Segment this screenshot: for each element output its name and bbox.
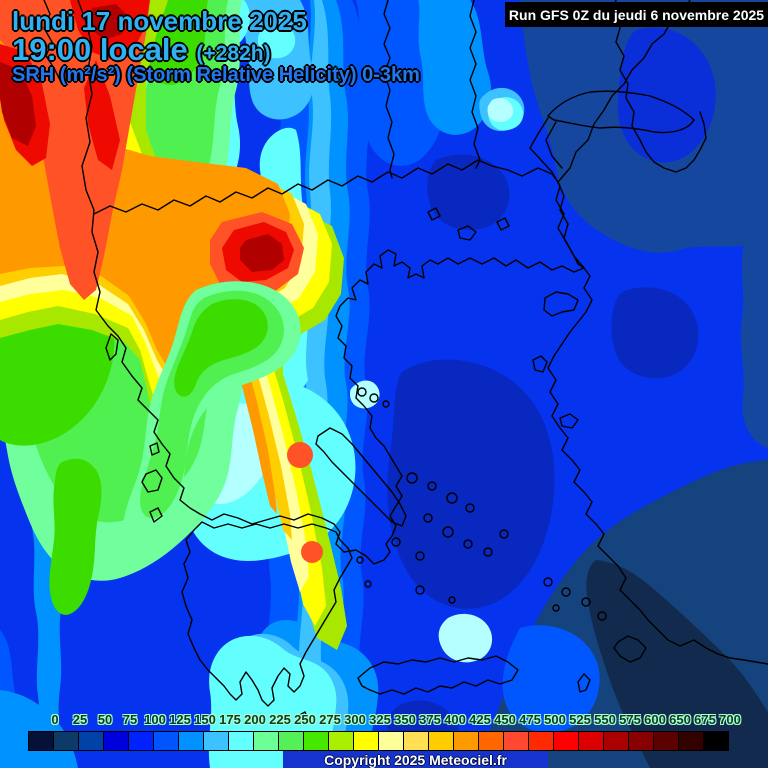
color-scale-labels: 0 25 50 75 100 125 150 175 200 225 250 275 300 325 350… bbox=[0, 712, 768, 728]
scale-color-cell bbox=[479, 732, 503, 750]
scale-color-cell bbox=[329, 732, 353, 750]
scale-tick-label: 250 bbox=[294, 712, 316, 727]
scale-color-cell bbox=[454, 732, 478, 750]
scale-tick-label: 175 bbox=[219, 712, 241, 727]
scale-tick-label: 500 bbox=[544, 712, 566, 727]
scale-color-cell bbox=[379, 732, 403, 750]
scale-color-cell bbox=[79, 732, 103, 750]
scale-color-cell bbox=[354, 732, 378, 750]
scale-tick-label: 375 bbox=[419, 712, 441, 727]
scale-color-cell bbox=[29, 732, 53, 750]
scale-tick-label: 600 bbox=[644, 712, 666, 727]
color-scale-bar bbox=[28, 731, 729, 751]
scale-tick-label: 675 bbox=[694, 712, 716, 727]
scale-tick-label: 550 bbox=[594, 712, 616, 727]
scale-color-cell bbox=[179, 732, 203, 750]
scale-tick-label: 275 bbox=[319, 712, 341, 727]
scale-color-cell bbox=[54, 732, 78, 750]
scale-tick-label: 0 bbox=[51, 712, 59, 727]
scale-color-cell bbox=[554, 732, 578, 750]
scale-tick-label: 450 bbox=[494, 712, 516, 727]
scale-tick-label: 650 bbox=[669, 712, 691, 727]
scale-color-cell bbox=[429, 732, 453, 750]
scale-color-cell bbox=[504, 732, 528, 750]
scale-color-cell bbox=[679, 732, 703, 750]
scale-tick-label: 400 bbox=[444, 712, 466, 727]
scale-tick-label: 700 bbox=[719, 712, 741, 727]
date-label: lundi 17 novembre 2025 bbox=[12, 6, 307, 36]
run-info-box: Run GFS 0Z du jeudi 6 novembre 2025 bbox=[505, 2, 768, 27]
scale-color-cell bbox=[654, 732, 678, 750]
scale-tick-label: 100 bbox=[144, 712, 166, 727]
scale-color-cell bbox=[254, 732, 278, 750]
scale-tick-label: 525 bbox=[569, 712, 591, 727]
scale-tick-label: 300 bbox=[344, 712, 366, 727]
scale-color-cell bbox=[579, 732, 603, 750]
scale-tick-label: 50 bbox=[97, 712, 113, 727]
scale-color-cell bbox=[279, 732, 303, 750]
run-info-label: Run GFS 0Z du jeudi 6 novembre 2025 bbox=[508, 6, 765, 23]
copyright-bar: Copyright 2025 Meteociel.fr bbox=[283, 751, 548, 768]
copyright-label: Copyright 2025 Meteociel.fr bbox=[324, 751, 507, 768]
aegean-islands bbox=[356, 387, 607, 621]
scale-tick-label: 325 bbox=[369, 712, 391, 727]
scale-color-cell bbox=[529, 732, 553, 750]
scale-tick-label: 350 bbox=[394, 712, 416, 727]
scale-tick-label: 25 bbox=[72, 712, 88, 727]
scale-tick-label: 75 bbox=[122, 712, 138, 727]
local-time: 19:00 locale bbox=[12, 32, 188, 67]
scale-color-cell bbox=[154, 732, 178, 750]
scale-color-cell bbox=[704, 732, 728, 750]
scale-color-cell bbox=[604, 732, 628, 750]
scale-tick-label: 200 bbox=[244, 712, 266, 727]
parameter-label: SRH (m²/s²) (Storm Relative Helicity) 0-… bbox=[12, 64, 420, 86]
time-label: 19:00 locale (+282h) bbox=[12, 32, 271, 68]
forecast-offset: (+282h) bbox=[196, 42, 271, 65]
scale-color-cell bbox=[304, 732, 328, 750]
scale-tick-label: 225 bbox=[269, 712, 291, 727]
scale-tick-label: 575 bbox=[619, 712, 641, 727]
scale-tick-label: 475 bbox=[519, 712, 541, 727]
scale-color-cell bbox=[629, 732, 653, 750]
scale-color-cell bbox=[229, 732, 253, 750]
scale-tick-label: 150 bbox=[194, 712, 216, 727]
scale-color-cell bbox=[104, 732, 128, 750]
scale-tick-label: 125 bbox=[169, 712, 191, 727]
scale-color-cell bbox=[404, 732, 428, 750]
scale-color-cell bbox=[129, 732, 153, 750]
scale-tick-label: 425 bbox=[469, 712, 491, 727]
scale-color-cell bbox=[204, 732, 228, 750]
coastlines-borders bbox=[43, 0, 768, 725]
